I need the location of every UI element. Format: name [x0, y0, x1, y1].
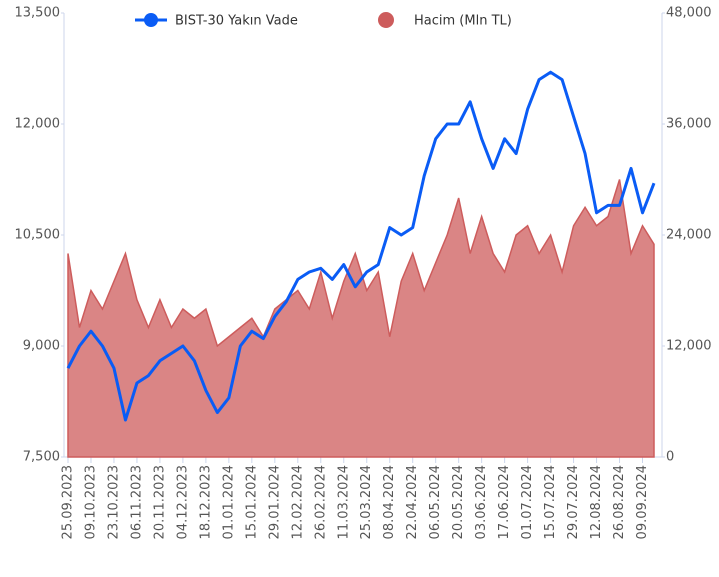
legend-label: Hacim (Mln TL) [414, 14, 512, 29]
y-tick-label: 10,500 [15, 228, 61, 243]
y2-tick-label: 24,000 [666, 228, 712, 243]
x-tick-label: 29.01.2024 [267, 465, 282, 539]
x-tick-label: 25.09.2023 [61, 465, 76, 539]
y-tick-label: 9,000 [23, 339, 60, 354]
x-tick-label: 20.11.2023 [152, 465, 167, 539]
x-tick-label: 20.05.2024 [451, 465, 466, 539]
x-tick-label: 09.09.2024 [635, 465, 650, 539]
x-tick-label: 15.01.2024 [244, 465, 259, 539]
y2-tick-label: 36,000 [666, 117, 712, 132]
y2-tick-label: 0 [666, 450, 674, 465]
legend-label: BIST-30 Yakın Vade [175, 14, 298, 29]
x-tick-label: 25.03.2024 [359, 465, 374, 539]
x-tick-label: 18.12.2023 [198, 465, 213, 539]
x-tick-label: 17.06.2024 [497, 465, 512, 539]
x-tick-label: 01.01.2024 [221, 465, 236, 539]
legend-symbol [144, 13, 158, 27]
volume-area [67, 179, 655, 458]
legend-item[interactable]: BIST-30 Yakın Vade [135, 13, 298, 29]
x-tick-label: 15.07.2024 [543, 465, 558, 539]
x-tick-label: 11.03.2024 [336, 465, 351, 539]
x-tick-label: 03.06.2024 [474, 465, 489, 539]
x-tick-label: 09.10.2023 [83, 465, 98, 539]
legend-item[interactable]: Hacim (Mln TL) [378, 12, 512, 29]
x-tick-label: 22.04.2024 [405, 465, 420, 539]
y2-tick-label: 48,000 [666, 6, 712, 21]
x-tick-label: 12.02.2024 [290, 465, 305, 539]
index-line [66, 70, 656, 422]
x-tick-label: 06.11.2023 [129, 465, 144, 539]
y-tick-label: 7,500 [23, 450, 60, 465]
x-tick-label: 26.08.2024 [612, 465, 627, 539]
x-tick-label: 04.12.2023 [175, 465, 190, 539]
x-tick-label: 29.07.2024 [566, 465, 581, 539]
x-tick-label: 12.08.2024 [589, 465, 604, 539]
x-tick-label: 01.07.2024 [520, 465, 535, 539]
y2-tick-label: 12,000 [666, 339, 712, 354]
x-tick-label: 26.02.2024 [313, 465, 328, 539]
x-tick-label: 06.05.2024 [428, 465, 443, 539]
x-tick-label: 08.04.2024 [382, 465, 397, 539]
legend-symbol [378, 12, 394, 28]
y-tick-label: 13,500 [15, 6, 61, 21]
x-tick-label: 23.10.2023 [106, 465, 121, 539]
y-tick-label: 12,000 [15, 117, 61, 132]
